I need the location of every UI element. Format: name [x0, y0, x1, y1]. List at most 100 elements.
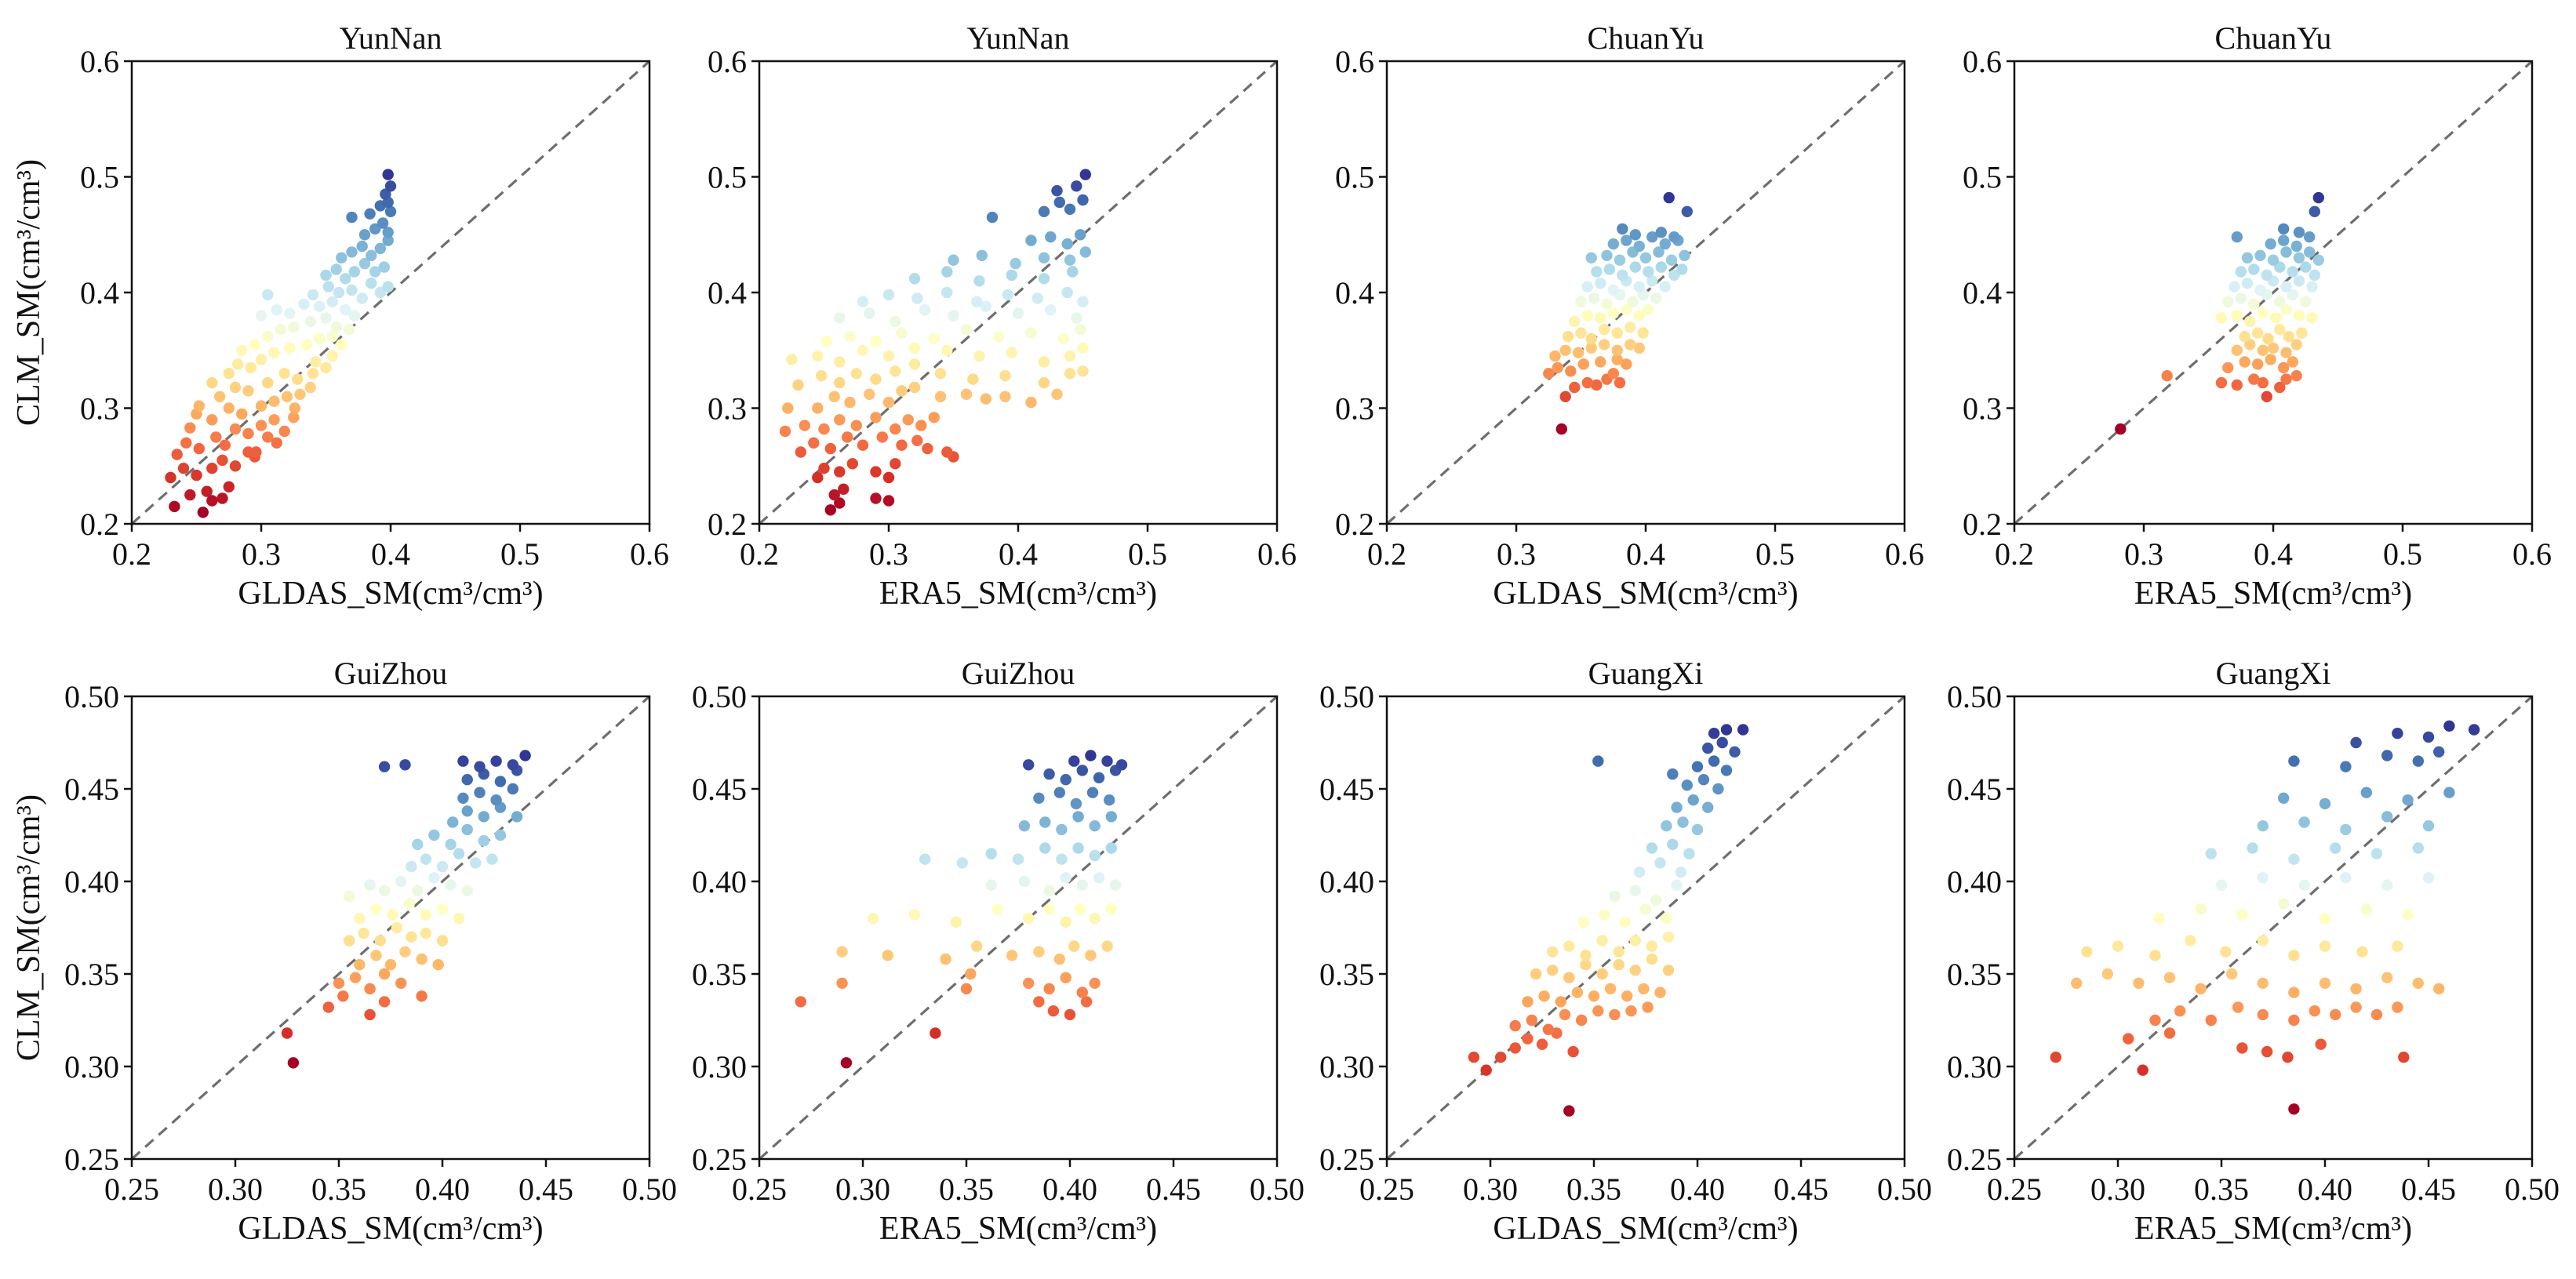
data-point — [322, 1001, 334, 1013]
x-tick-label: 0.25 — [1987, 1172, 2042, 1207]
data-point — [281, 391, 293, 402]
y-tick-label: 0.25 — [692, 1142, 747, 1177]
x-tick-label: 0.4 — [371, 536, 410, 572]
data-point — [2261, 391, 2272, 402]
data-point — [1621, 990, 1633, 1002]
data-point — [374, 286, 386, 299]
data-point — [1567, 1045, 1579, 1058]
data-point — [2287, 356, 2298, 368]
data-point — [1038, 356, 1050, 368]
x-tick-label: 0.4 — [1626, 536, 1665, 572]
data-point — [1577, 358, 1590, 370]
data-point — [2296, 327, 2308, 339]
x-tick-label: 0.6 — [630, 536, 669, 572]
panel-title: ChuanYu — [1588, 20, 1705, 56]
data-point — [1629, 965, 1641, 976]
data-point — [255, 420, 267, 431]
data-point — [2280, 246, 2292, 258]
data-point — [406, 931, 417, 943]
data-point — [864, 388, 875, 400]
y-tick-label: 0.6 — [1335, 44, 1374, 79]
data-point — [420, 927, 432, 939]
data-point — [223, 481, 235, 492]
data-point — [2274, 324, 2286, 336]
data-point — [1607, 368, 1619, 380]
data-point — [1662, 965, 1675, 976]
data-point — [1627, 296, 1639, 307]
data-point — [1068, 755, 1080, 767]
data-point — [193, 400, 205, 412]
data-point — [844, 396, 856, 409]
x-tick-label: 0.2 — [112, 536, 151, 572]
data-point — [2257, 307, 2269, 319]
data-point — [364, 879, 376, 891]
data-point — [184, 489, 196, 501]
data-point — [1006, 269, 1018, 282]
data-point — [960, 324, 973, 336]
data-point — [1609, 1008, 1621, 1021]
data-point — [1064, 368, 1076, 380]
panel-title: GuangXi — [1588, 656, 1704, 691]
panel-1: 0.2 0.3 0.4 0.5 0.6 0.2 0.3 0.4 0.5 0.6 YunNan GLDA… — [11, 20, 669, 612]
data-point — [908, 909, 921, 921]
x-tick-label: 0.50 — [1877, 1172, 1932, 1207]
data-point — [2222, 362, 2234, 374]
data-point — [1575, 327, 1587, 339]
y-tick-label: 0.35 — [64, 957, 119, 992]
data-point — [890, 423, 901, 435]
data-point — [2280, 373, 2292, 385]
data-point — [2300, 261, 2312, 273]
data-point — [356, 240, 368, 253]
y-tick-label: 0.4 — [80, 275, 119, 311]
y-axis-label: CLM_SM(cm³/cm³) — [11, 794, 47, 1061]
y-tick-label: 0.50 — [1319, 679, 1374, 714]
data-point — [387, 909, 398, 921]
data-point — [1068, 940, 1080, 952]
data-point — [288, 412, 300, 423]
data-point — [2248, 298, 2260, 310]
data-point — [1064, 350, 1076, 362]
data-point — [812, 402, 824, 414]
data-point — [216, 454, 228, 467]
data-point — [340, 303, 351, 316]
x-tick-label: 0.4 — [999, 536, 1038, 572]
y-tick-label: 0.6 — [708, 44, 747, 79]
y-tick-label: 0.25 — [1947, 1142, 2002, 1177]
data-point — [445, 838, 457, 851]
data-point — [2280, 303, 2292, 316]
data-point — [262, 431, 274, 443]
data-point — [1592, 1005, 1604, 1017]
x-tick-label: 0.40 — [2298, 1172, 2352, 1207]
data-point — [1609, 890, 1621, 903]
data-point — [1691, 823, 1704, 836]
plot-frame — [130, 695, 651, 1161]
data-point — [857, 344, 869, 356]
data-point — [976, 249, 988, 261]
data-point — [2153, 913, 2165, 925]
data-point — [838, 483, 850, 495]
data-point — [1530, 968, 1542, 980]
data-point — [1509, 1042, 1521, 1054]
data-point — [384, 959, 397, 971]
data-point — [346, 284, 358, 296]
data-point — [1101, 755, 1113, 767]
data-point — [344, 890, 355, 903]
data-point — [779, 425, 791, 438]
data-point — [922, 442, 933, 455]
data-point — [1077, 194, 1089, 206]
data-point — [1038, 205, 1050, 217]
data-point — [2288, 1014, 2300, 1026]
data-point — [2195, 903, 2207, 915]
data-point — [1668, 231, 1680, 243]
data-point — [1633, 281, 1645, 292]
data-point — [1071, 180, 1082, 192]
data-point — [1039, 842, 1051, 854]
data-point — [2252, 358, 2264, 370]
data-point — [1629, 229, 1641, 241]
data-point — [1629, 935, 1641, 947]
data-point — [300, 339, 312, 351]
data-point — [1596, 968, 1608, 980]
data-point — [1563, 1105, 1575, 1117]
data-point — [377, 217, 389, 229]
data-point — [2283, 330, 2294, 343]
